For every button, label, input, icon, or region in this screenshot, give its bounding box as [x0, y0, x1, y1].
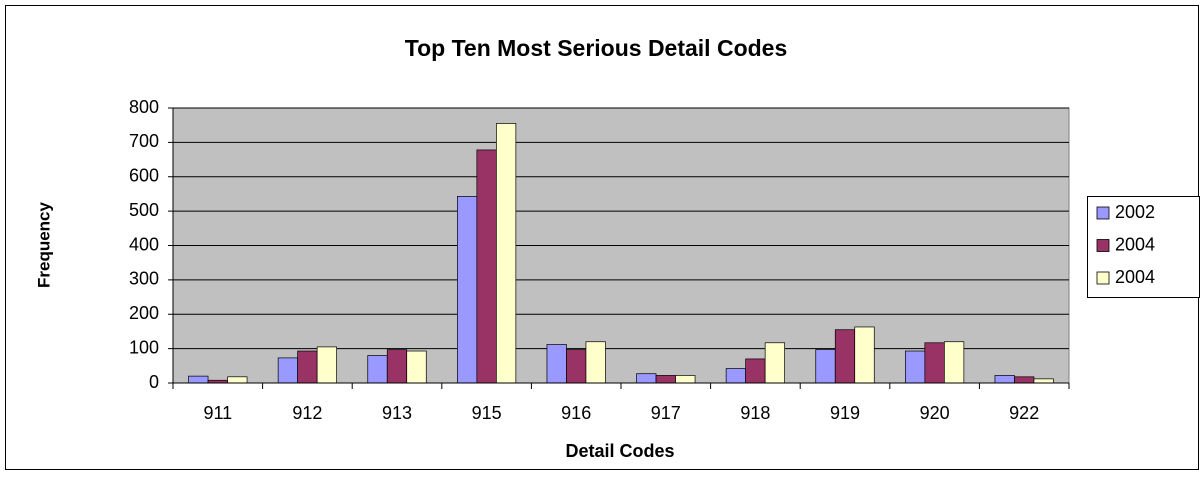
x-tick-label: 917: [651, 403, 681, 423]
bar: [566, 349, 587, 384]
x-tick-label: 916: [561, 403, 591, 423]
bar: [655, 375, 676, 384]
bar: [994, 375, 1015, 384]
x-axis-title: Detail Codes: [565, 441, 674, 461]
x-tick-label: 922: [1009, 403, 1039, 423]
y-tick-label: 200: [129, 303, 159, 323]
y-tick-label: 600: [129, 166, 159, 186]
y-tick-label: 300: [129, 269, 159, 289]
x-tick-label: 913: [382, 403, 412, 423]
x-tick-label: 919: [830, 403, 860, 423]
bar: [764, 342, 786, 384]
legend-label: 2004: [1115, 234, 1155, 254]
bar: [386, 349, 408, 384]
bar: [904, 350, 926, 384]
bar: [316, 346, 337, 384]
legend-label: 2002: [1115, 202, 1155, 222]
bar: [675, 375, 696, 384]
bar: [496, 123, 517, 384]
bar: [188, 375, 209, 384]
bar: [924, 342, 945, 384]
legend-label: 2004: [1115, 267, 1155, 287]
bar: [854, 326, 875, 384]
y-tick-label: 0: [149, 372, 159, 392]
bar: [546, 344, 567, 384]
y-tick-label: 500: [129, 200, 159, 220]
y-tick-label: 400: [129, 234, 159, 254]
y-tick-label: 700: [129, 131, 159, 151]
x-tick-label: 911: [203, 403, 232, 423]
y-tick-label: 800: [129, 97, 159, 117]
legend-swatch: [1096, 271, 1110, 285]
bar: [1014, 376, 1035, 384]
x-tick-label: 915: [472, 403, 502, 423]
y-axis-title: Frequency: [34, 201, 53, 288]
bar: [367, 355, 388, 384]
bar: [297, 350, 318, 384]
bar: [457, 195, 478, 384]
legend-swatch: [1096, 206, 1110, 220]
legend-swatch: [1096, 239, 1110, 252]
bar: [943, 341, 965, 384]
bar: [476, 149, 497, 384]
y-tick-label: 100: [129, 337, 159, 357]
bar: [815, 349, 836, 384]
bar: [834, 329, 856, 384]
bar: [406, 350, 427, 384]
bar: [725, 368, 747, 384]
bar: [227, 376, 248, 384]
x-tick-label: 920: [920, 403, 950, 423]
bar: [277, 357, 298, 384]
bar: [636, 373, 657, 384]
x-tick-label: 918: [740, 403, 770, 423]
x-tick-label: 912: [292, 403, 322, 423]
chart-title: Top Ten Most Serious Detail Codes: [405, 35, 788, 61]
bar: [1033, 378, 1054, 384]
bar: [585, 341, 606, 384]
bar: [745, 358, 766, 384]
